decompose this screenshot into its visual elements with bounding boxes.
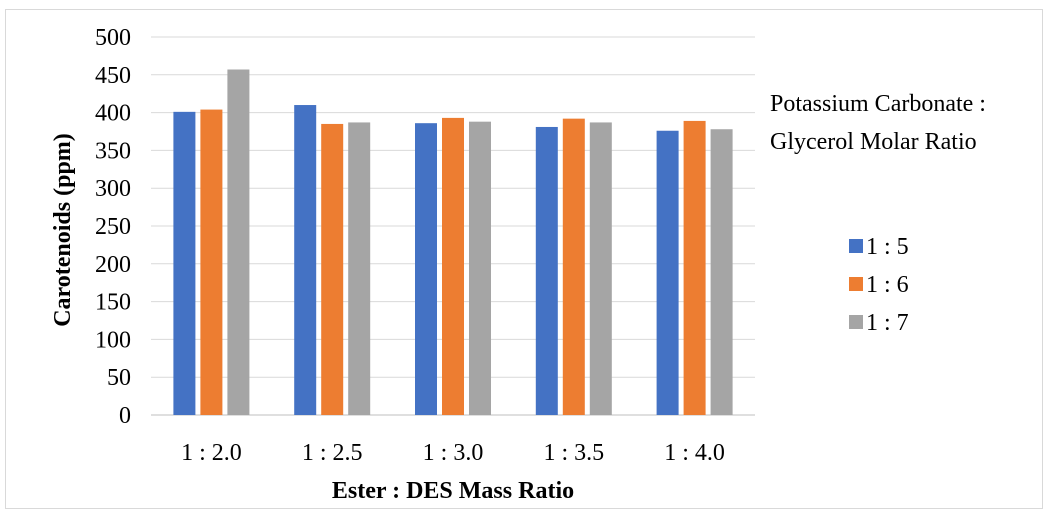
bar: [469, 121, 491, 415]
y-tick-label: 150: [95, 290, 131, 316]
y-tick-label: 350: [95, 138, 131, 164]
y-tick-label: 0: [119, 403, 131, 429]
legend-swatch: [849, 277, 863, 291]
bar: [442, 117, 464, 415]
y-tick-label: 200: [95, 252, 131, 278]
bar: [321, 123, 344, 415]
bar: [656, 130, 679, 415]
y-tick-label: 300: [95, 176, 131, 202]
x-tick-label: 1 : 3.0: [423, 440, 484, 466]
y-tick-label: 100: [95, 327, 131, 353]
y-tick-label: 450: [95, 63, 131, 89]
x-tick-label: 1 : 4.0: [664, 440, 725, 466]
bar: [415, 123, 437, 416]
bar: [562, 118, 585, 415]
bar: [173, 111, 196, 416]
bars: [173, 69, 733, 416]
y-tick-label: 250: [95, 214, 131, 240]
bar: [683, 120, 706, 415]
legend-title-line-2: Glycerol Molar Ratio: [770, 129, 977, 155]
y-axis-title: Carotenoids (ppm): [50, 133, 76, 327]
legend-label: 1 : 7: [866, 310, 909, 336]
legend-title-line-1: Potassium Carbonate :: [770, 91, 986, 117]
x-axis-title: Ester : DES Mass Ratio: [332, 478, 574, 504]
bar: [200, 109, 223, 416]
chart-frame: [5, 9, 1043, 509]
x-tick-labels: 1 : 2.0 1 : 2.5 1 : 3.0 1 : 3.5 1 : 4.0: [181, 440, 725, 466]
x-tick-label: 1 : 2.0: [181, 440, 242, 466]
x-tick-label: 1 : 3.5: [543, 440, 604, 466]
legend-swatch: [849, 315, 863, 329]
gridlines: [151, 36, 755, 416]
legend-label: 1 : 6: [866, 272, 909, 298]
bar: [710, 129, 733, 415]
y-tick-labels: 0 50 100 150 200 250 300 350 400 450 500: [95, 25, 131, 429]
legend-label: 1 : 5: [866, 234, 909, 260]
y-tick-label: 500: [95, 25, 131, 51]
bar: [589, 122, 612, 415]
legend-swatch: [849, 239, 863, 253]
bar: [348, 122, 371, 415]
y-tick-label: 50: [107, 365, 131, 391]
y-tick-label: 400: [95, 101, 131, 127]
bar: [294, 105, 317, 415]
legend: Potassium Carbonate : Glycerol Molar Rat…: [770, 91, 986, 336]
bar: [227, 69, 250, 416]
x-tick-label: 1 : 2.5: [302, 440, 363, 466]
bar: [535, 126, 558, 416]
